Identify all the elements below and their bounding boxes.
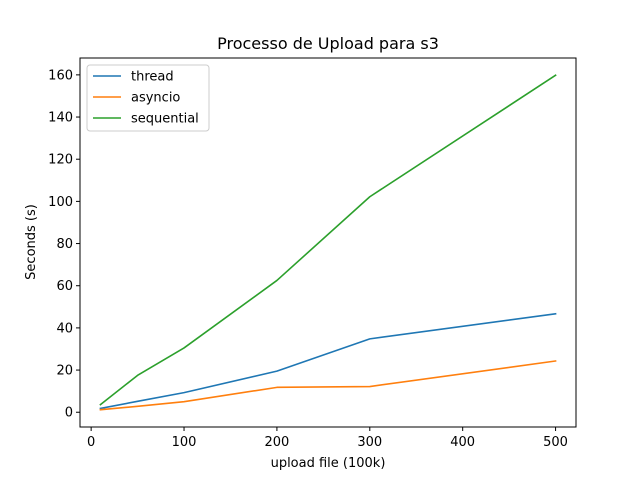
y-tick-label: 60 bbox=[56, 279, 73, 294]
x-axis: 0 100 200 300 400 500 bbox=[87, 427, 568, 450]
plot-area bbox=[79, 57, 577, 428]
legend: thread asyncio sequential bbox=[86, 64, 210, 132]
x-axis-label: upload file (100k) bbox=[271, 456, 386, 471]
legend-label-asyncio: asyncio bbox=[131, 91, 180, 106]
y-axis: 0 20 40 60 80 100 120 140 160 bbox=[48, 68, 80, 421]
y-axis-label: Seconds (s) bbox=[24, 204, 39, 280]
legend-label-sequential: sequential bbox=[131, 112, 199, 127]
x-tick-label: 0 bbox=[87, 435, 95, 450]
y-tick-label: 80 bbox=[56, 237, 73, 252]
x-tick-label: 400 bbox=[450, 435, 475, 450]
y-tick-label: 120 bbox=[48, 153, 73, 168]
series-line-thread bbox=[99, 312, 557, 410]
y-tick-label: 100 bbox=[48, 195, 73, 210]
series-line-sequential bbox=[99, 74, 557, 406]
axes-frame bbox=[79, 57, 577, 428]
series-lines bbox=[99, 74, 557, 411]
y-tick-label: 140 bbox=[48, 111, 73, 126]
legend-box bbox=[86, 64, 210, 132]
x-tick-label: 300 bbox=[357, 435, 382, 450]
x-tick-label: 500 bbox=[543, 435, 568, 450]
series-line-asyncio bbox=[99, 360, 557, 411]
chart-title: Processo de Upload para s3 bbox=[217, 34, 439, 53]
y-tick-label: 0 bbox=[65, 406, 73, 421]
y-tick-label: 20 bbox=[56, 364, 73, 379]
y-tick-label: 160 bbox=[48, 68, 73, 83]
x-tick-label: 200 bbox=[264, 435, 289, 450]
legend-label-thread: thread bbox=[131, 70, 174, 85]
y-tick-label: 40 bbox=[56, 321, 73, 336]
x-tick-label: 100 bbox=[172, 435, 197, 450]
